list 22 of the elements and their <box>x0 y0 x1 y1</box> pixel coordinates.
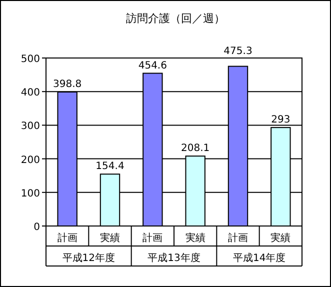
ytick: 300 <box>20 121 40 132</box>
data-label: 475.3 <box>224 46 252 57</box>
group-label: 平成13年度 <box>148 253 200 264</box>
xtick: 計画 <box>142 233 163 244</box>
data-label: 398.8 <box>53 79 82 90</box>
data-label: 454.6 <box>138 60 167 72</box>
title: 訪問介護（回／週） <box>126 12 225 25</box>
xtick: 実績 <box>185 233 206 244</box>
xtick: 実績 <box>270 233 291 244</box>
group-label: 平成14年度 <box>232 253 286 264</box>
data-label: 208.1 <box>181 143 210 154</box>
xtick: 実績 <box>100 233 120 244</box>
xtick: 計画 <box>57 233 78 244</box>
data-label: 293 <box>271 114 290 126</box>
ytick: 200 <box>20 154 40 166</box>
ytick: 100 <box>20 188 40 200</box>
xtick: 計画 <box>228 233 248 244</box>
ytick: 0 <box>34 222 40 233</box>
group-label: 平成12年度 <box>62 253 116 264</box>
ytick: 500 <box>20 54 40 65</box>
ytick: 400 <box>20 88 40 99</box>
data-label: 154.4 <box>96 161 124 172</box>
